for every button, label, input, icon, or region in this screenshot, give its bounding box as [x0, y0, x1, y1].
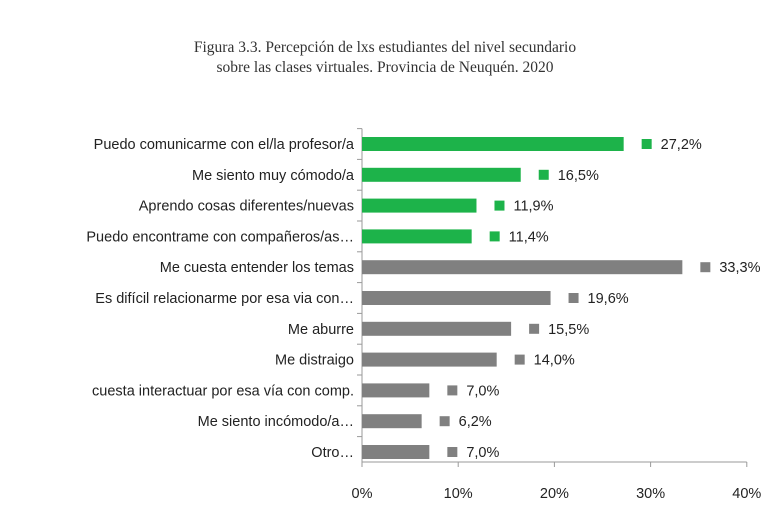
data-label: 11,4%	[509, 229, 549, 245]
data-label-key	[538, 169, 549, 180]
data-label: 19,6%	[588, 291, 629, 307]
data-label: 14,0%	[534, 353, 575, 369]
data-label-key	[641, 139, 652, 149]
data-label-key	[514, 354, 525, 365]
x-tick-label: 30%	[636, 486, 665, 502]
data-label: 27,2%	[661, 137, 702, 153]
category-label: Me cuesta entender los temas	[160, 260, 354, 276]
bar	[362, 229, 472, 244]
x-tick-label: 20%	[540, 486, 569, 502]
bar	[362, 352, 497, 367]
data-label-key	[494, 200, 505, 211]
data-label: 7,0%	[466, 383, 499, 399]
bar	[362, 414, 422, 429]
x-tick-label: 10%	[444, 486, 473, 502]
data-label-key	[568, 293, 579, 303]
chart-title: Figura 3.3. Percepción de lxs estudiante…	[0, 38, 770, 78]
data-label-key	[700, 262, 711, 273]
category-label: Puedo comunicarme con el/la profesor/a	[94, 137, 355, 153]
chart-title-line-1: Figura 3.3. Percepción de lxs estudiante…	[193, 39, 577, 56]
category-label: Puedo encontrame con compañeros/as…	[86, 229, 354, 245]
data-label: 11,9%	[513, 199, 553, 215]
x-tick-label: 40%	[732, 486, 761, 502]
bar	[362, 383, 430, 398]
category-label: cuesta interactuar por esa vía con comp.	[92, 383, 354, 399]
data-label: 6,2%	[459, 414, 492, 430]
data-label: 16,5%	[558, 168, 599, 184]
data-label-key	[439, 416, 450, 427]
category-label: Me aburre	[288, 322, 354, 338]
bar	[362, 167, 521, 182]
bar	[362, 198, 477, 213]
bar	[362, 137, 624, 151]
bar	[362, 260, 683, 275]
data-label-key	[447, 447, 458, 457]
data-label-key	[529, 323, 540, 334]
data-label-key	[447, 385, 458, 396]
bar	[362, 291, 551, 305]
category-label: Me siento muy cómodo/a	[192, 168, 355, 184]
category-label: Me distraigo	[275, 353, 354, 369]
data-label: 33,3%	[719, 260, 760, 276]
category-label: Me siento incómodo/a…	[198, 414, 354, 430]
x-tick-label: 0%	[352, 486, 373, 502]
category-label: Aprendo cosas diferentes/nuevas	[139, 199, 354, 215]
bar	[362, 445, 430, 459]
chart-title-line-2: sobre las clases virtuales. Provincia de…	[216, 59, 554, 76]
bar	[362, 321, 512, 336]
data-label: 15,5%	[548, 322, 589, 338]
data-label-key	[489, 231, 500, 242]
data-label: 7,0%	[466, 445, 499, 461]
category-label: Otro…	[311, 445, 354, 461]
category-label: Es difícil relacionarme por esa via con…	[95, 291, 354, 307]
